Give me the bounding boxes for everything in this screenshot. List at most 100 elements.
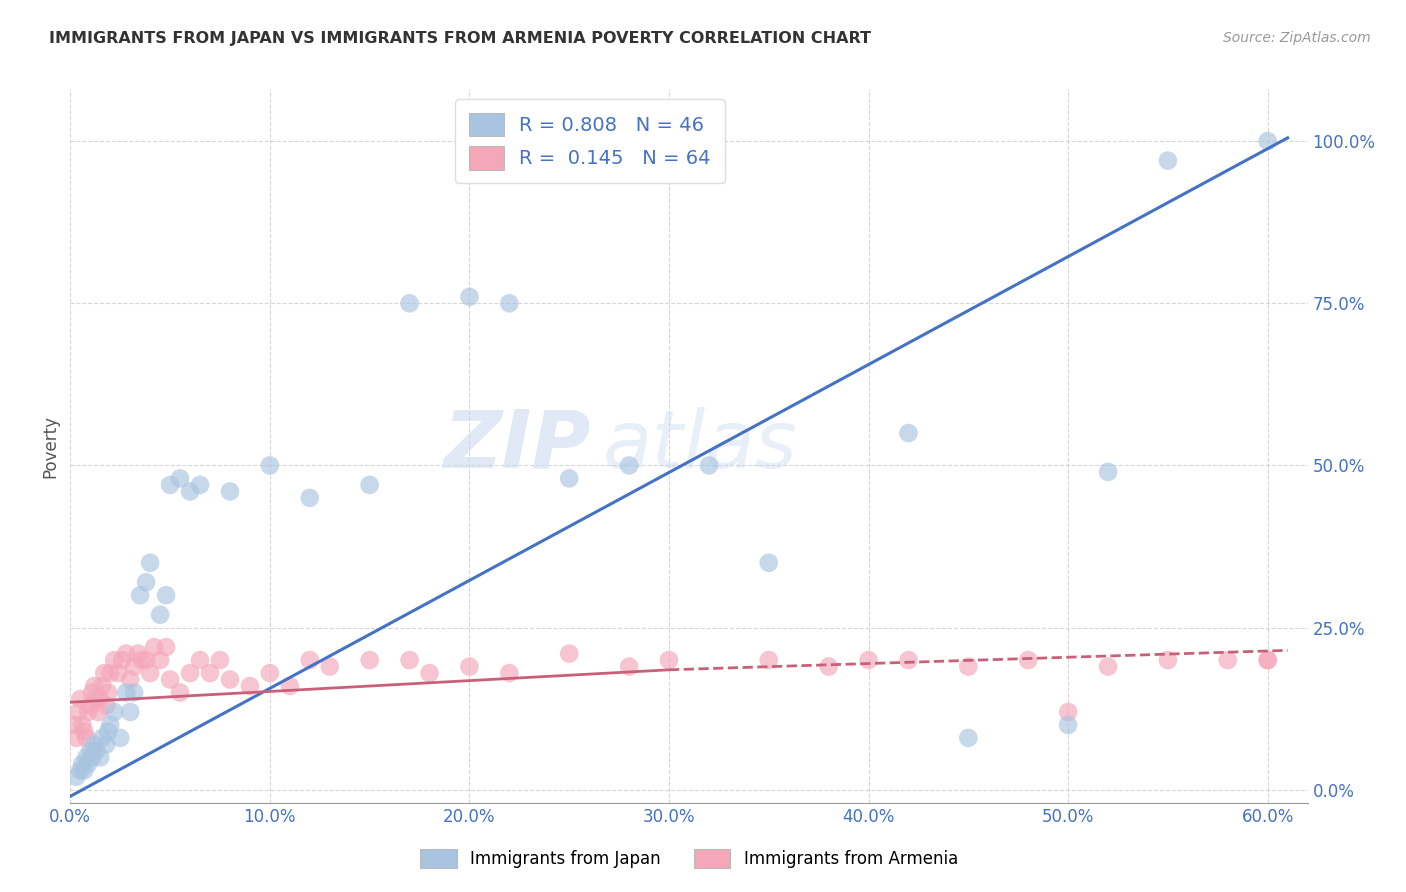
Point [169, 471, 191, 485]
Point [617, 659, 640, 673]
Point [98, 718, 121, 732]
Point [278, 679, 301, 693]
Point [239, 679, 262, 693]
Point [558, 647, 581, 661]
Point [697, 458, 720, 473]
Point [77, 756, 100, 771]
Point [65, 770, 87, 784]
Point [107, 666, 129, 681]
Point [1257, 653, 1279, 667]
Point [139, 556, 162, 570]
Point [219, 673, 242, 687]
Point [115, 685, 138, 699]
Point [75, 750, 97, 764]
Point [1257, 134, 1279, 148]
Point [498, 296, 520, 310]
Point [208, 653, 231, 667]
Point [957, 731, 980, 745]
Point [96, 738, 118, 752]
Point [179, 484, 201, 499]
Point [83, 738, 105, 752]
Point [122, 685, 145, 699]
Point [84, 744, 107, 758]
Point [129, 588, 152, 602]
Point [1216, 653, 1239, 667]
Point [135, 575, 157, 590]
Point [1057, 705, 1080, 719]
Legend: Immigrants from Japan, Immigrants from Armenia: Immigrants from Japan, Immigrants from A… [413, 843, 965, 875]
Point [897, 653, 920, 667]
Point [319, 659, 342, 673]
Point [69, 692, 91, 706]
Point [120, 673, 142, 687]
Point [93, 666, 115, 681]
Point [1097, 659, 1119, 673]
Point [122, 659, 145, 673]
Point [120, 705, 142, 719]
Point [398, 653, 420, 667]
Point [1257, 653, 1279, 667]
Point [259, 666, 281, 681]
Point [1057, 718, 1080, 732]
Point [159, 478, 181, 492]
Point [97, 724, 120, 739]
Point [817, 659, 839, 673]
Point [79, 698, 101, 713]
Point [135, 653, 157, 667]
Point [1157, 653, 1180, 667]
Point [72, 718, 94, 732]
Point [65, 731, 87, 745]
Point [115, 647, 138, 661]
Text: IMMIGRANTS FROM JAPAN VS IMMIGRANTS FROM ARMENIA POVERTY CORRELATION CHART: IMMIGRANTS FROM JAPAN VS IMMIGRANTS FROM… [49, 31, 872, 46]
Point [558, 471, 581, 485]
Point [97, 685, 120, 699]
Point [73, 764, 96, 778]
Point [96, 698, 118, 713]
Point [91, 679, 114, 693]
Point [75, 731, 97, 745]
Point [758, 653, 780, 667]
Point [103, 705, 125, 719]
Point [149, 607, 172, 622]
Point [131, 653, 153, 667]
Point [398, 296, 420, 310]
Point [159, 673, 181, 687]
Y-axis label: Poverty: Poverty [41, 415, 59, 477]
Point [79, 744, 101, 758]
Text: atlas: atlas [602, 407, 797, 485]
Point [77, 705, 100, 719]
Point [658, 653, 681, 667]
Point [63, 718, 86, 732]
Point [98, 666, 121, 681]
Point [87, 705, 110, 719]
Point [83, 679, 105, 693]
Point [897, 425, 920, 440]
Point [858, 653, 880, 667]
Point [1017, 653, 1039, 667]
Point [458, 290, 481, 304]
Point [149, 653, 172, 667]
Point [89, 692, 111, 706]
Point [127, 647, 149, 661]
Point [957, 659, 980, 673]
Point [359, 653, 381, 667]
Point [67, 705, 90, 719]
Point [198, 666, 221, 681]
Point [84, 692, 107, 706]
Point [143, 640, 166, 654]
Point [179, 666, 201, 681]
Point [103, 653, 125, 667]
Point [359, 478, 381, 492]
Point [188, 653, 211, 667]
Point [617, 458, 640, 473]
Point [188, 478, 211, 492]
Point [139, 666, 162, 681]
Point [458, 659, 481, 673]
Point [155, 640, 177, 654]
Point [72, 756, 94, 771]
Point [298, 653, 321, 667]
Point [91, 731, 114, 745]
Point [82, 685, 104, 699]
Point [108, 731, 131, 745]
Point [169, 685, 191, 699]
